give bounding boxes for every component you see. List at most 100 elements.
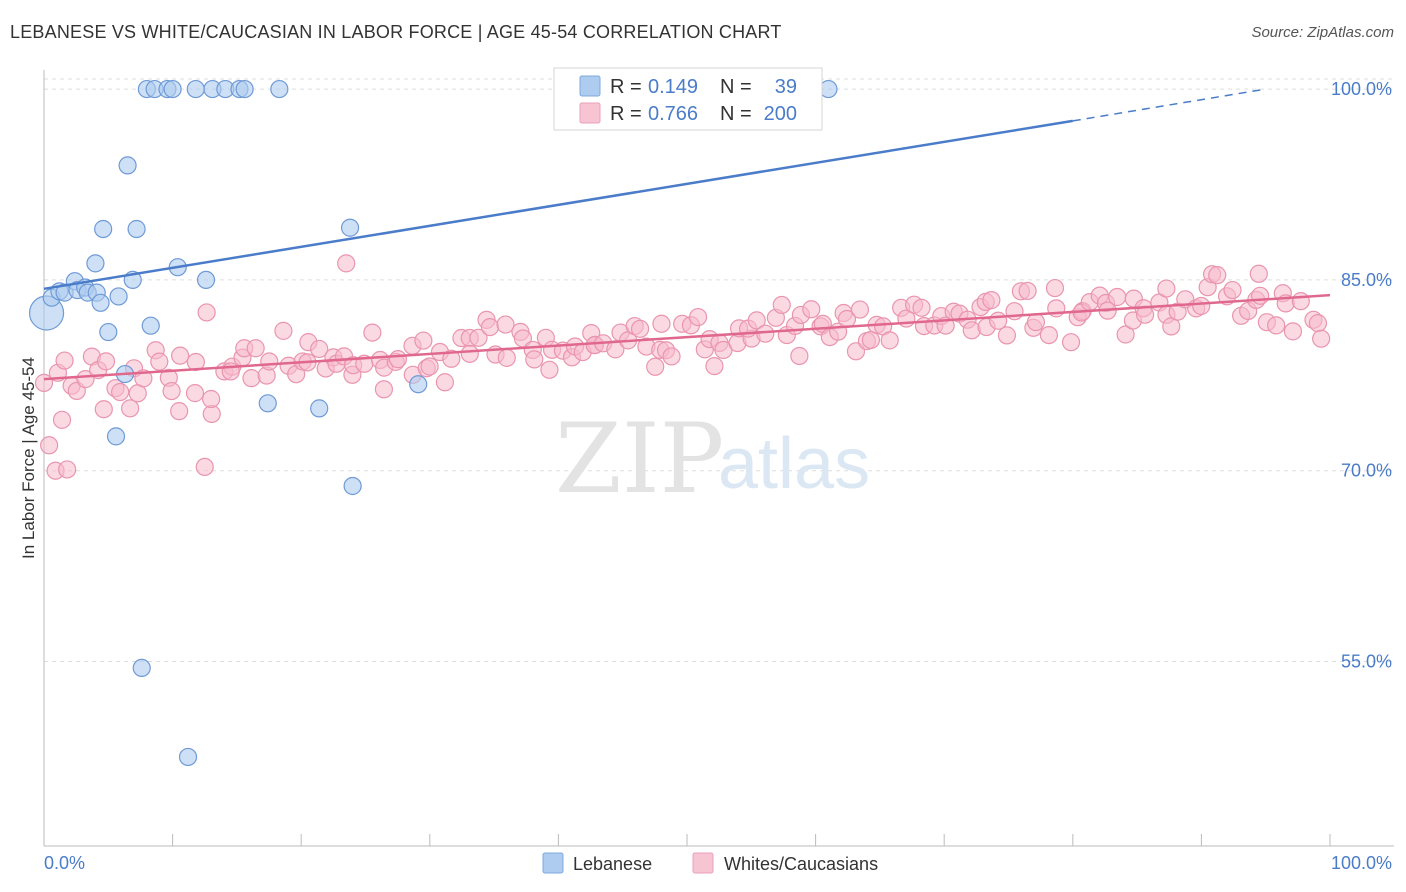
whites-point: [76, 370, 95, 389]
lebanese-point: [118, 156, 137, 175]
whites-point: [662, 347, 681, 366]
bottom-legend-label-lebanese: Lebanese: [573, 854, 652, 874]
whites-point: [171, 346, 190, 365]
whites-point: [150, 352, 169, 371]
whites-point: [1308, 314, 1328, 333]
whites-point: [1291, 292, 1310, 311]
chart-title: LEBANESE VS WHITE/CAUCASIAN IN LABOR FOR…: [10, 22, 782, 42]
whites-point: [435, 373, 455, 392]
lebanese-point: [196, 270, 216, 290]
whites-point: [1192, 296, 1211, 316]
lebanese-point: [163, 79, 182, 99]
whites-point: [1116, 325, 1135, 344]
lebanese-point: [819, 79, 838, 99]
lebanese-point: [178, 747, 198, 767]
whites-point: [880, 331, 899, 350]
y-axis-tick-labels: 100.0% 85.0% 70.0% 55.0%: [1331, 79, 1392, 671]
whites-point: [1045, 278, 1065, 298]
whites-point: [962, 321, 981, 340]
whites-point: [170, 402, 189, 421]
whites-point: [337, 254, 356, 273]
lebanese-point: [343, 476, 362, 496]
whites-point: [772, 295, 791, 315]
lebanese-point: [99, 322, 118, 342]
lebanese-points: [28, 79, 838, 767]
whites-point: [111, 382, 130, 402]
whites-point: [40, 436, 59, 455]
whites-point: [688, 307, 708, 327]
whites-point: [790, 346, 809, 366]
whites-point: [374, 380, 394, 399]
whites-point: [1312, 329, 1331, 348]
whites-point: [414, 331, 433, 350]
whites-point: [260, 352, 279, 371]
legend-swatch-lebanese: [579, 75, 601, 97]
whites-point: [1223, 280, 1242, 300]
whites-point: [1249, 264, 1268, 283]
whites-point: [1061, 333, 1081, 352]
lebanese-point: [235, 79, 254, 99]
whites-point: [525, 350, 544, 369]
source-credit: Source: ZipAtlas.com: [1251, 24, 1394, 41]
lebanese-point: [310, 399, 329, 418]
legend-swatch-whites: [579, 102, 601, 124]
legend-box: R = 0.149 N = 39 R = 0.766 N = 200: [553, 67, 823, 131]
whites-point: [1267, 316, 1286, 335]
whites-point: [1108, 287, 1127, 307]
lebanese-point: [141, 316, 160, 335]
whites-point: [646, 357, 665, 376]
whites-point: [420, 357, 439, 376]
whites-point: [202, 389, 221, 409]
whites-point: [1026, 312, 1046, 332]
bottom-legend: Lebanese Whites/Caucasians: [542, 852, 878, 874]
whites-point: [630, 319, 650, 338]
bottom-legend-swatch-lebanese: [542, 852, 564, 874]
legend-n-label-lebanese: N =: [720, 76, 752, 98]
lebanese-point: [258, 394, 277, 413]
trend-lines: [43, 88, 1331, 381]
bottom-legend-label-whites: Whites/Caucasians: [724, 854, 878, 874]
lebanese-point: [186, 79, 205, 99]
legend-n-label-whites: N =: [720, 103, 752, 125]
x-tick-label-min: 0.0%: [44, 853, 85, 873]
whites-point: [274, 321, 293, 340]
whites-point: [1208, 266, 1227, 285]
lebanese-point: [409, 375, 428, 394]
axes: [43, 70, 1394, 847]
whites-point: [442, 349, 461, 368]
whites-point: [1039, 325, 1058, 345]
legend-r-value-lebanese: 0.149: [648, 76, 698, 98]
whites-point: [310, 339, 329, 359]
y-tick-label: 100.0%: [1331, 79, 1392, 99]
y-tick-label: 70.0%: [1341, 461, 1392, 481]
x-tick-label-max: 100.0%: [1331, 853, 1392, 873]
legend-r-label-lebanese: R =: [610, 76, 642, 98]
watermark-atlas: atlas: [718, 424, 870, 504]
whites-point: [195, 457, 214, 477]
whites-point: [747, 311, 766, 330]
lebanese-point: [340, 218, 360, 237]
lebanese-point: [106, 427, 126, 446]
whites-point: [989, 311, 1008, 330]
y-axis-title: In Labor Force | Age 45-54: [19, 357, 38, 559]
whites-point: [94, 400, 113, 419]
whites-point: [121, 399, 140, 418]
lebanese-point: [86, 254, 105, 273]
y-tick-label: 55.0%: [1341, 652, 1392, 672]
watermark: ZIP atlas: [555, 403, 870, 515]
whites-point: [496, 315, 515, 334]
whites-point: [58, 460, 77, 479]
whites-point: [52, 410, 72, 429]
lebanese-trend-extension: [1072, 88, 1266, 122]
whites-point: [861, 330, 880, 350]
whites-point: [982, 291, 1001, 310]
whites-point: [469, 328, 488, 347]
y-tick-label: 85.0%: [1341, 270, 1392, 290]
whites-point: [802, 300, 821, 319]
whites-point: [850, 300, 870, 319]
whites-point: [460, 344, 479, 363]
whites-point: [96, 352, 116, 371]
whites-point: [912, 298, 931, 317]
legend-r-value-whites: 0.766: [648, 103, 698, 125]
